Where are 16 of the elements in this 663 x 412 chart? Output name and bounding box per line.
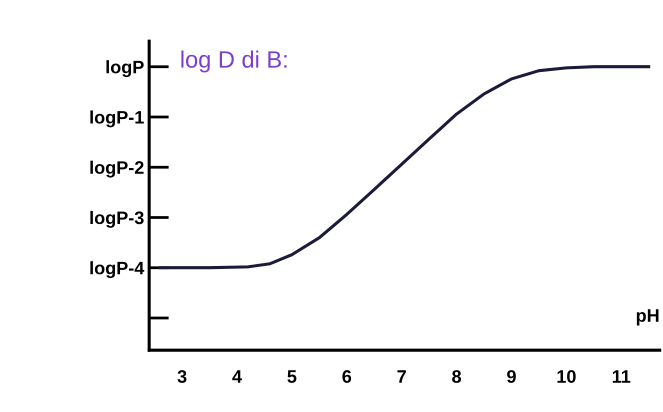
x-tick-label: 5 <box>287 370 296 383</box>
x-tick-label: 9 <box>507 370 516 383</box>
text: logP <box>106 60 144 78</box>
x-tick-label: 3 <box>178 370 186 383</box>
text: logP-3 <box>90 210 144 228</box>
x-tick-label: 10 <box>557 370 576 383</box>
x-tick-label: 8 <box>452 370 462 383</box>
x-tick-label: 11 <box>612 370 630 383</box>
x-tick-label: 6 <box>342 370 352 383</box>
x-tick-label: 7 <box>397 370 406 383</box>
text: logP-1 <box>90 110 144 128</box>
text: logP-2 <box>90 160 144 178</box>
text: logP-4 <box>90 261 144 278</box>
x-axis-title: pH <box>636 309 658 326</box>
x-tick-label: 4 <box>232 370 242 383</box>
annotation: log D di B: <box>181 50 287 72</box>
